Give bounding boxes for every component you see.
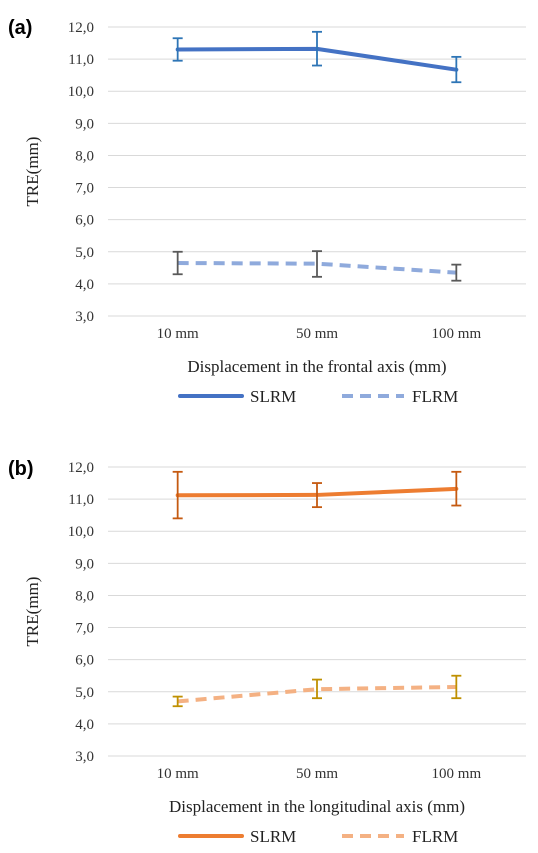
legend-label: FLRM: [412, 387, 458, 406]
error-bar: [312, 482, 322, 509]
legend-label: FLRM: [412, 827, 458, 846]
series-line-flrm: [177, 261, 457, 275]
y-tick-label: 4,0: [75, 277, 94, 293]
x-tick-label: 10 mm: [157, 766, 199, 782]
error-bar: [451, 470, 462, 507]
series-slrm: [172, 470, 462, 520]
panel-label: (a): [8, 17, 32, 39]
error-bar: [451, 55, 462, 84]
legend-item-slrm: SLRM: [178, 387, 296, 406]
panel-b: (b) 3,0 4,0 5,0 6,0 7,0 8,0 9,0 10,0 11,0 12,0 10 m…: [8, 458, 526, 846]
series-flrm: [172, 250, 462, 282]
x-tick-label: 50 mm: [296, 326, 338, 342]
y-axis-title: TRE(mm): [23, 137, 42, 207]
y-tick-label: 10,0: [68, 524, 94, 540]
error-bar: [312, 250, 322, 278]
error-bar: [172, 695, 183, 708]
series-line-flrm: [177, 684, 457, 704]
y-tick-label: 3,0: [75, 309, 94, 325]
error-bar: [172, 37, 183, 62]
x-tick-label: 50 mm: [296, 766, 338, 782]
legend: SLRM FLRM: [178, 827, 458, 846]
panel-a: (a) 3,0 4,0 5,0 6,0 7,0 8,0 9,0 10,0 11,0 12,0 10 m…: [8, 17, 526, 406]
error-bar: [451, 674, 462, 700]
y-tick-label: 7,0: [75, 621, 94, 637]
legend-item-flrm: FLRM: [342, 387, 458, 406]
series-flrm: [172, 674, 462, 708]
y-tick-label: 11,0: [68, 52, 94, 68]
x-axis-title: Displacement in the longitudinal axis (m…: [169, 797, 465, 816]
y-tick-label: 5,0: [75, 685, 94, 701]
y-tick-label: 6,0: [75, 653, 94, 669]
x-axis-title: Displacement in the frontal axis (mm): [187, 357, 446, 376]
panel-label: (b): [8, 458, 34, 480]
legend-label: SLRM: [250, 387, 296, 406]
legend: SLRM FLRM: [178, 387, 458, 406]
x-tick-label: 100 mm: [432, 766, 482, 782]
error-bar: [451, 263, 462, 282]
series-slrm: [172, 30, 462, 84]
y-tick-label: 5,0: [75, 245, 94, 261]
error-bar: [172, 250, 183, 276]
y-tick-label: 4,0: [75, 717, 94, 733]
y-tick-label: 12,0: [68, 460, 94, 476]
y-tick-label: 12,0: [68, 20, 94, 36]
y-axis-title: TRE(mm): [23, 577, 42, 647]
y-tick-label: 7,0: [75, 181, 94, 197]
error-bar: [312, 30, 322, 67]
y-tick-label: 10,0: [68, 84, 94, 100]
y-tick-label: 8,0: [75, 588, 94, 604]
y-tick-label: 11,0: [68, 492, 94, 508]
legend-item-flrm: FLRM: [342, 827, 458, 846]
error-bar: [312, 678, 322, 700]
error-bar: [172, 470, 183, 520]
y-tick-label: 6,0: [75, 213, 94, 229]
legend-label: SLRM: [250, 827, 296, 846]
y-tick-label: 9,0: [75, 116, 94, 132]
legend-item-slrm: SLRM: [178, 827, 296, 846]
y-tick-label: 9,0: [75, 556, 94, 572]
y-tick-label: 3,0: [75, 749, 94, 765]
gridlines: [108, 466, 526, 757]
x-tick-label: 10 mm: [157, 326, 199, 342]
y-tick-label: 8,0: [75, 148, 94, 164]
x-tick-label: 100 mm: [432, 326, 482, 342]
